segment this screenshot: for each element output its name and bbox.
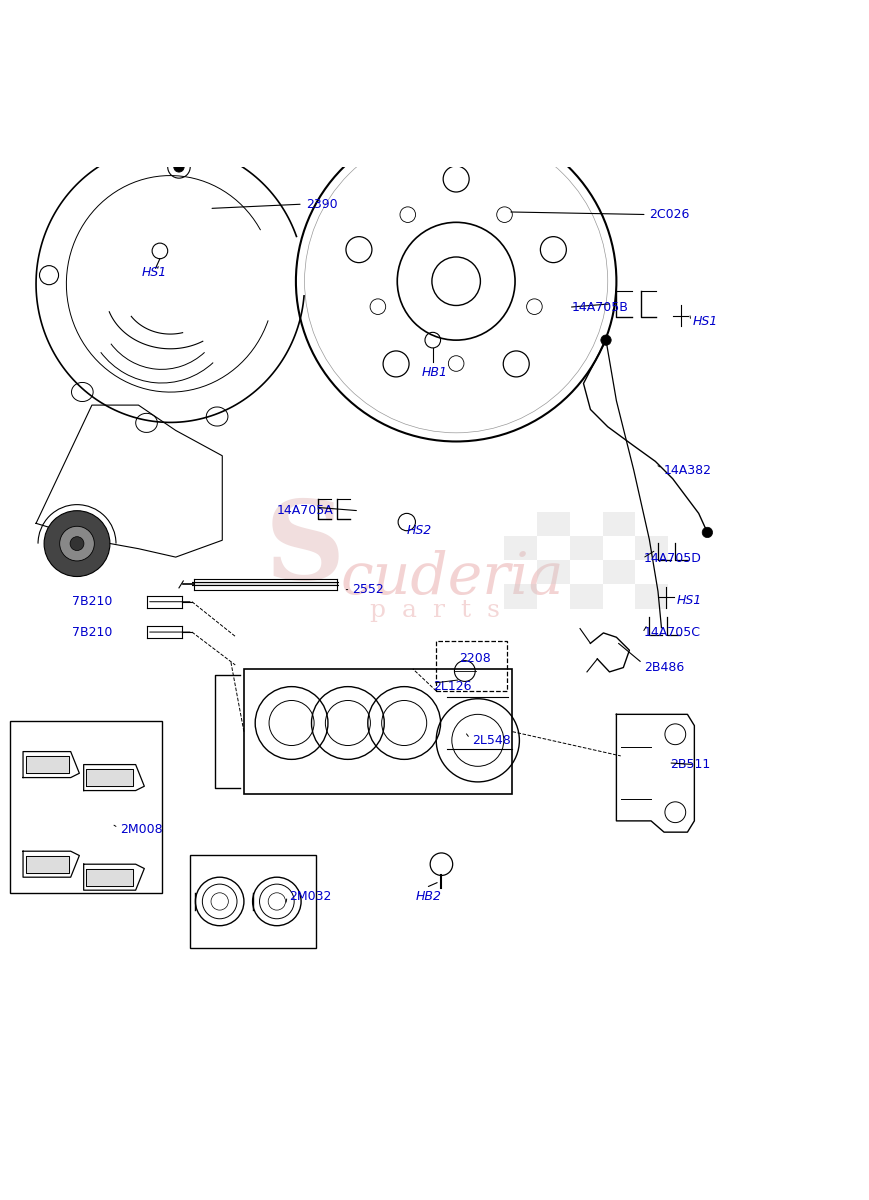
Bar	[504, 584, 537, 608]
Text: HS2: HS2	[407, 523, 432, 536]
Text: 2B486: 2B486	[644, 661, 685, 674]
Bar	[635, 584, 668, 608]
Circle shape	[70, 536, 84, 551]
Text: 14A705A: 14A705A	[277, 504, 334, 517]
Text: 2L126: 2L126	[433, 680, 471, 694]
Bar	[504, 536, 537, 560]
Bar	[570, 536, 602, 560]
Bar	[537, 511, 570, 536]
Text: 2B511: 2B511	[670, 758, 710, 772]
Bar	[602, 560, 635, 584]
Circle shape	[702, 527, 713, 538]
Text: HS1: HS1	[693, 314, 718, 328]
Text: 14A705B: 14A705B	[571, 301, 628, 313]
Bar	[436, 641, 507, 691]
Bar	[537, 560, 570, 584]
Text: 2L548: 2L548	[472, 734, 510, 746]
Bar	[244, 668, 513, 794]
Text: 2208: 2208	[459, 652, 490, 665]
Bar	[190, 854, 315, 948]
Text: 14A382: 14A382	[664, 463, 712, 476]
Bar	[10, 721, 162, 893]
Polygon shape	[26, 756, 69, 773]
Text: 2C026: 2C026	[649, 208, 690, 221]
Polygon shape	[86, 769, 133, 786]
Bar	[570, 584, 602, 608]
Polygon shape	[26, 856, 69, 872]
Text: S: S	[264, 494, 345, 601]
Circle shape	[60, 527, 95, 560]
Text: HB1: HB1	[421, 366, 448, 379]
Text: HS1: HS1	[677, 594, 702, 606]
Text: 2552: 2552	[352, 583, 384, 596]
Text: p  a  r  t  s: p a r t s	[369, 599, 500, 622]
Circle shape	[600, 335, 611, 346]
Text: 14A705C: 14A705C	[644, 626, 701, 640]
Bar	[635, 536, 668, 560]
Circle shape	[174, 162, 184, 172]
Circle shape	[44, 511, 109, 576]
Polygon shape	[86, 869, 133, 886]
Text: 2M032: 2M032	[289, 889, 331, 902]
Text: 14A705D: 14A705D	[644, 552, 702, 565]
Text: HS1: HS1	[142, 266, 167, 280]
Text: HB2: HB2	[415, 890, 441, 904]
Bar	[602, 511, 635, 536]
Text: 2390: 2390	[306, 198, 338, 211]
Text: 7B210: 7B210	[72, 595, 113, 608]
Text: 7B210: 7B210	[72, 625, 113, 638]
Text: 2M008: 2M008	[120, 823, 163, 836]
Text: cuderia: cuderia	[340, 550, 564, 606]
